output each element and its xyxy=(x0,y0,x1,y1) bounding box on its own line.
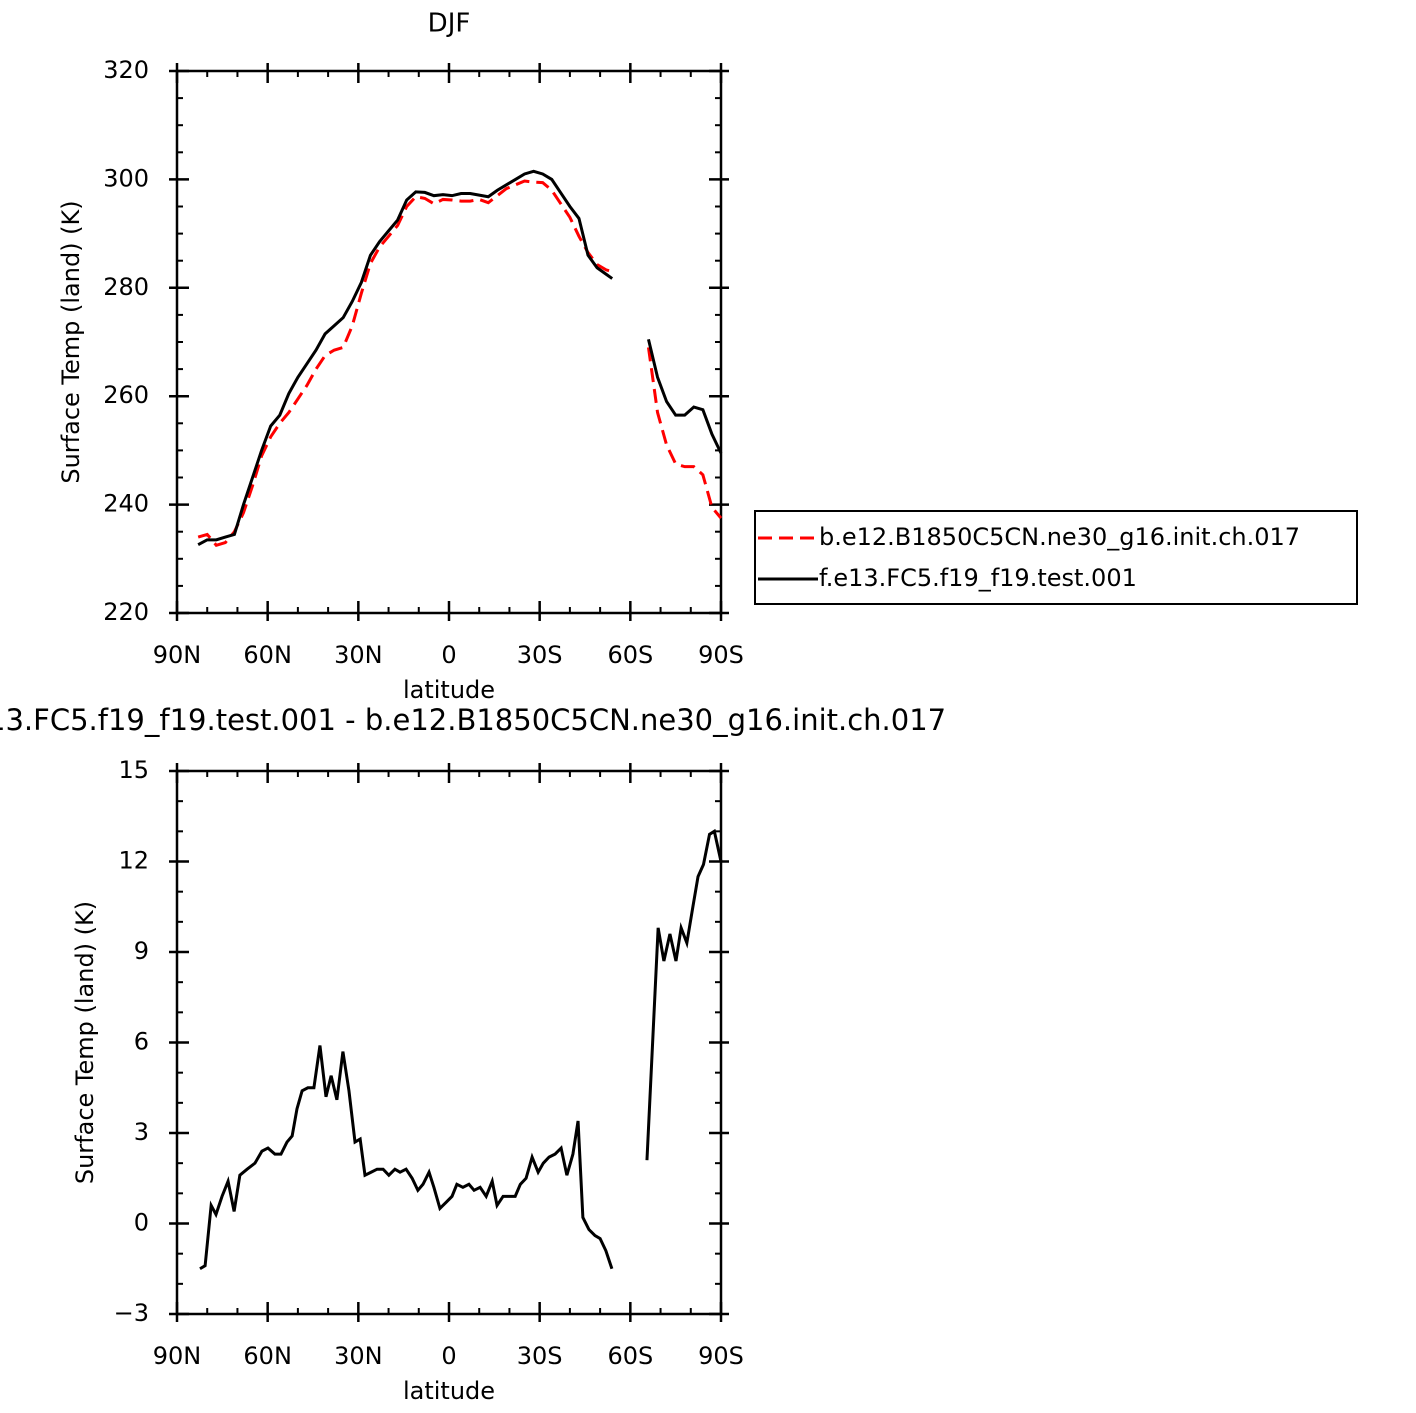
x-tick-label: 90N xyxy=(153,641,202,669)
y-tick-label: 280 xyxy=(103,273,149,301)
plot-frame xyxy=(175,69,723,615)
x-tick-label: 60S xyxy=(607,1342,653,1370)
x-axis-title: latitude xyxy=(403,676,495,704)
legend-label: b.e12.B1850C5CN.ne30_g16.init.ch.017 xyxy=(819,523,1300,551)
x-tick-label: 30N xyxy=(334,641,383,669)
plot-frame xyxy=(175,769,723,1316)
y-axis-title: Surface Temp (land) (K) xyxy=(71,901,99,1184)
x-tick-label: 30S xyxy=(517,1342,563,1370)
y-tick-label: 15 xyxy=(118,756,149,784)
x-tick-label: 60N xyxy=(243,1342,292,1370)
x-axis-title: latitude xyxy=(403,1377,495,1405)
legend-box xyxy=(754,510,1358,605)
data-line xyxy=(199,828,723,1271)
y-axis-title: Surface Temp (land) (K) xyxy=(57,200,85,483)
x-tick-label: 60S xyxy=(607,641,653,669)
data-line xyxy=(197,169,723,547)
x-tick-label: 90N xyxy=(153,1342,202,1370)
y-tick-label: −3 xyxy=(114,1299,149,1327)
x-tick-label: 90S xyxy=(698,1342,744,1370)
y-tick-label: 12 xyxy=(118,847,149,875)
y-tick-label: 260 xyxy=(103,381,149,409)
y-tick-label: 0 xyxy=(134,1209,149,1237)
y-tick-label: 3 xyxy=(134,1118,149,1146)
y-tick-label: 6 xyxy=(134,1028,149,1056)
x-tick-label: 90S xyxy=(698,641,744,669)
x-tick-label: 60N xyxy=(243,641,292,669)
y-tick-label: 220 xyxy=(103,598,149,626)
y-tick-label: 240 xyxy=(103,490,149,518)
x-tick-label: 0 xyxy=(441,1342,456,1370)
legend-label: f.e13.FC5.f19_f19.test.001 xyxy=(819,564,1137,592)
x-tick-label: 30S xyxy=(517,641,563,669)
y-tick-label: 300 xyxy=(103,164,149,192)
x-tick-label: 30N xyxy=(334,1342,383,1370)
data-line xyxy=(197,179,723,547)
y-tick-label: 9 xyxy=(134,937,149,965)
chart-title: f.e13.FC5.f19_f19.test.001 - b.e12.B1850… xyxy=(0,703,946,737)
x-tick-label: 0 xyxy=(441,641,456,669)
y-tick-label: 320 xyxy=(103,56,149,84)
chart-title: DJF xyxy=(428,9,471,39)
